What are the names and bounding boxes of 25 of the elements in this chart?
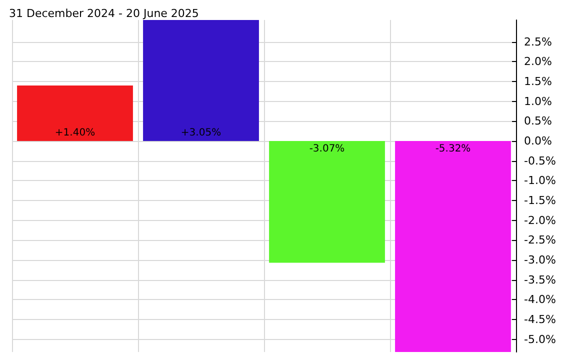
data-label: +1.40% — [54, 127, 96, 138]
y-tick-label: 0.0% — [524, 134, 552, 148]
y-tick-label: -0.5% — [524, 154, 556, 168]
y-tick-label: 0.5% — [524, 114, 552, 128]
y-tick-label: -4.0% — [524, 293, 556, 306]
y-tick-label: -1.5% — [524, 194, 556, 207]
chart-title: 31 December 2024 - 20 June 2025 — [9, 7, 199, 20]
bar — [269, 140, 385, 263]
y-tick-label: 2.5% — [524, 35, 552, 48]
data-label: -5.32% — [435, 143, 471, 154]
y-tick-label: -4.5% — [524, 312, 556, 326]
data-label: -3.07% — [309, 143, 345, 154]
y-tick-label: 2.0% — [524, 55, 552, 68]
y-tick-label: -5.0% — [524, 332, 556, 346]
y-tick-label: 1.5% — [524, 74, 552, 88]
data-label: +3.05% — [180, 127, 222, 138]
y-tick-label: -3.5% — [524, 273, 556, 286]
bar — [17, 85, 133, 141]
bar — [395, 140, 511, 352]
bar — [143, 20, 259, 141]
y-tick-label: -2.0% — [524, 214, 556, 227]
y-tick-label: -2.5% — [524, 234, 556, 247]
y-tick-label: -3.0% — [524, 253, 556, 266]
y-tick-label: -1.0% — [524, 174, 556, 188]
y-tick-label: 1.0% — [524, 94, 552, 108]
